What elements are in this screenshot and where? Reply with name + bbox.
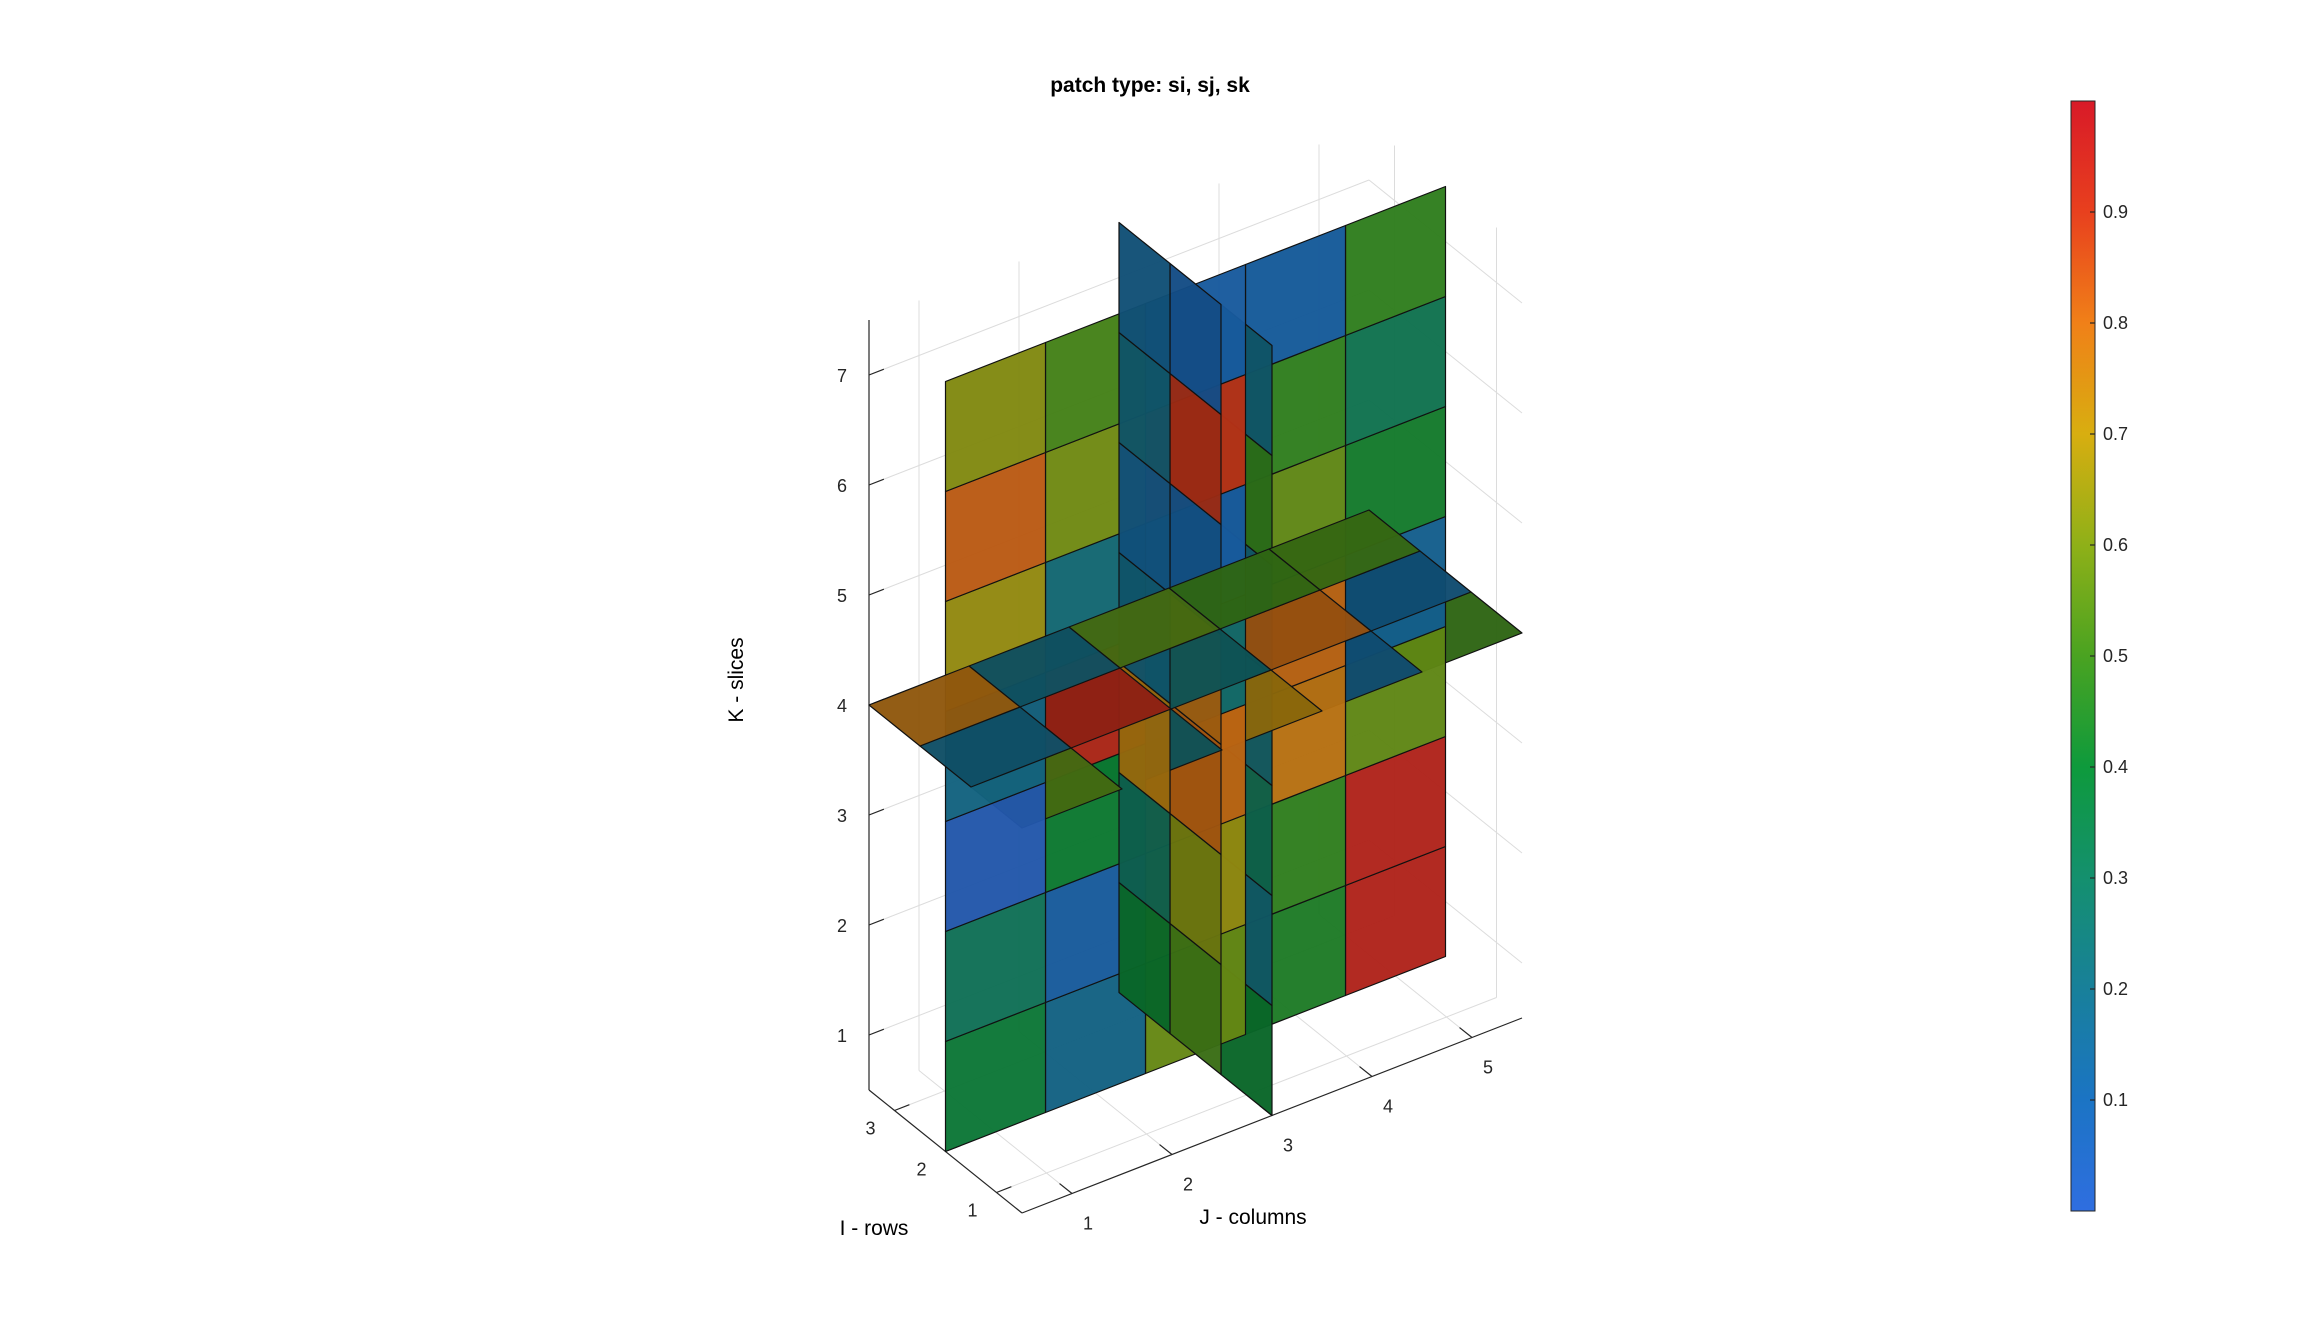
z-tick-label-5: 5 bbox=[837, 586, 847, 606]
colorbar-tick-label-0.1: 0.1 bbox=[2103, 1090, 2128, 1110]
x-tick-label-1: 1 bbox=[1083, 1214, 1093, 1234]
z-axis-label: K - slices bbox=[725, 637, 748, 722]
z-tick-mark-7 bbox=[869, 369, 884, 375]
x-tick-mark-2 bbox=[1160, 1145, 1172, 1155]
z-tick-label-2: 2 bbox=[837, 916, 847, 936]
y-tick-label-1: 1 bbox=[967, 1201, 977, 1221]
x-tick-label-5: 5 bbox=[1483, 1058, 1493, 1078]
z-tick-label-3: 3 bbox=[837, 806, 847, 826]
x-tick-mark-4 bbox=[1360, 1067, 1372, 1077]
y-tick-mark-3 bbox=[895, 1105, 910, 1111]
x-tick-label-2: 2 bbox=[1183, 1175, 1193, 1195]
x-tick-label-4: 4 bbox=[1383, 1097, 1393, 1117]
x-tick-mark-5 bbox=[1460, 1028, 1472, 1038]
colorbar-tick-label-0.7: 0.7 bbox=[2103, 424, 2128, 444]
colorbar-tick-label-0.8: 0.8 bbox=[2103, 313, 2128, 333]
z-tick-mark-1 bbox=[869, 1029, 884, 1035]
z-tick-mark-5 bbox=[869, 589, 884, 595]
colorbar-tick-label-0.4: 0.4 bbox=[2103, 757, 2128, 777]
z-tick-label-4: 4 bbox=[837, 696, 847, 716]
colorbar: 0.1 0.2 0.3 0.4 0.5 0.6 0.7 0.8 0.9 bbox=[2071, 101, 2128, 1211]
z-tick-label-7: 7 bbox=[837, 366, 847, 386]
x-tick-label-3: 3 bbox=[1283, 1136, 1293, 1156]
colorbar-tick-label-0.3: 0.3 bbox=[2103, 868, 2128, 888]
x-tick-mark-1 bbox=[1060, 1184, 1072, 1194]
z-tick-mark-2 bbox=[869, 919, 884, 925]
z-tick-label-6: 6 bbox=[837, 476, 847, 496]
y-tick-mark-1 bbox=[997, 1187, 1012, 1193]
colorbar-tick-label-0.2: 0.2 bbox=[2103, 979, 2128, 999]
slice-cells-layer bbox=[869, 187, 1522, 1152]
z-tick-mark-3 bbox=[869, 809, 884, 815]
colorbar-tick-label-0.6: 0.6 bbox=[2103, 535, 2128, 555]
y-tick-label-3: 3 bbox=[865, 1119, 875, 1139]
colorbar-tick-label-0.9: 0.9 bbox=[2103, 202, 2128, 222]
y-tick-label-2: 2 bbox=[916, 1160, 926, 1180]
x-axis-label: J - columns bbox=[1199, 1206, 1306, 1229]
z-tick-mark-6 bbox=[869, 479, 884, 485]
chart-title: patch type: si, sj, sk bbox=[1050, 74, 1250, 97]
z-tick-label-1: 1 bbox=[837, 1026, 847, 1046]
colorbar-tick-label-0.5: 0.5 bbox=[2103, 646, 2128, 666]
y-axis-label: I - rows bbox=[840, 1217, 909, 1240]
